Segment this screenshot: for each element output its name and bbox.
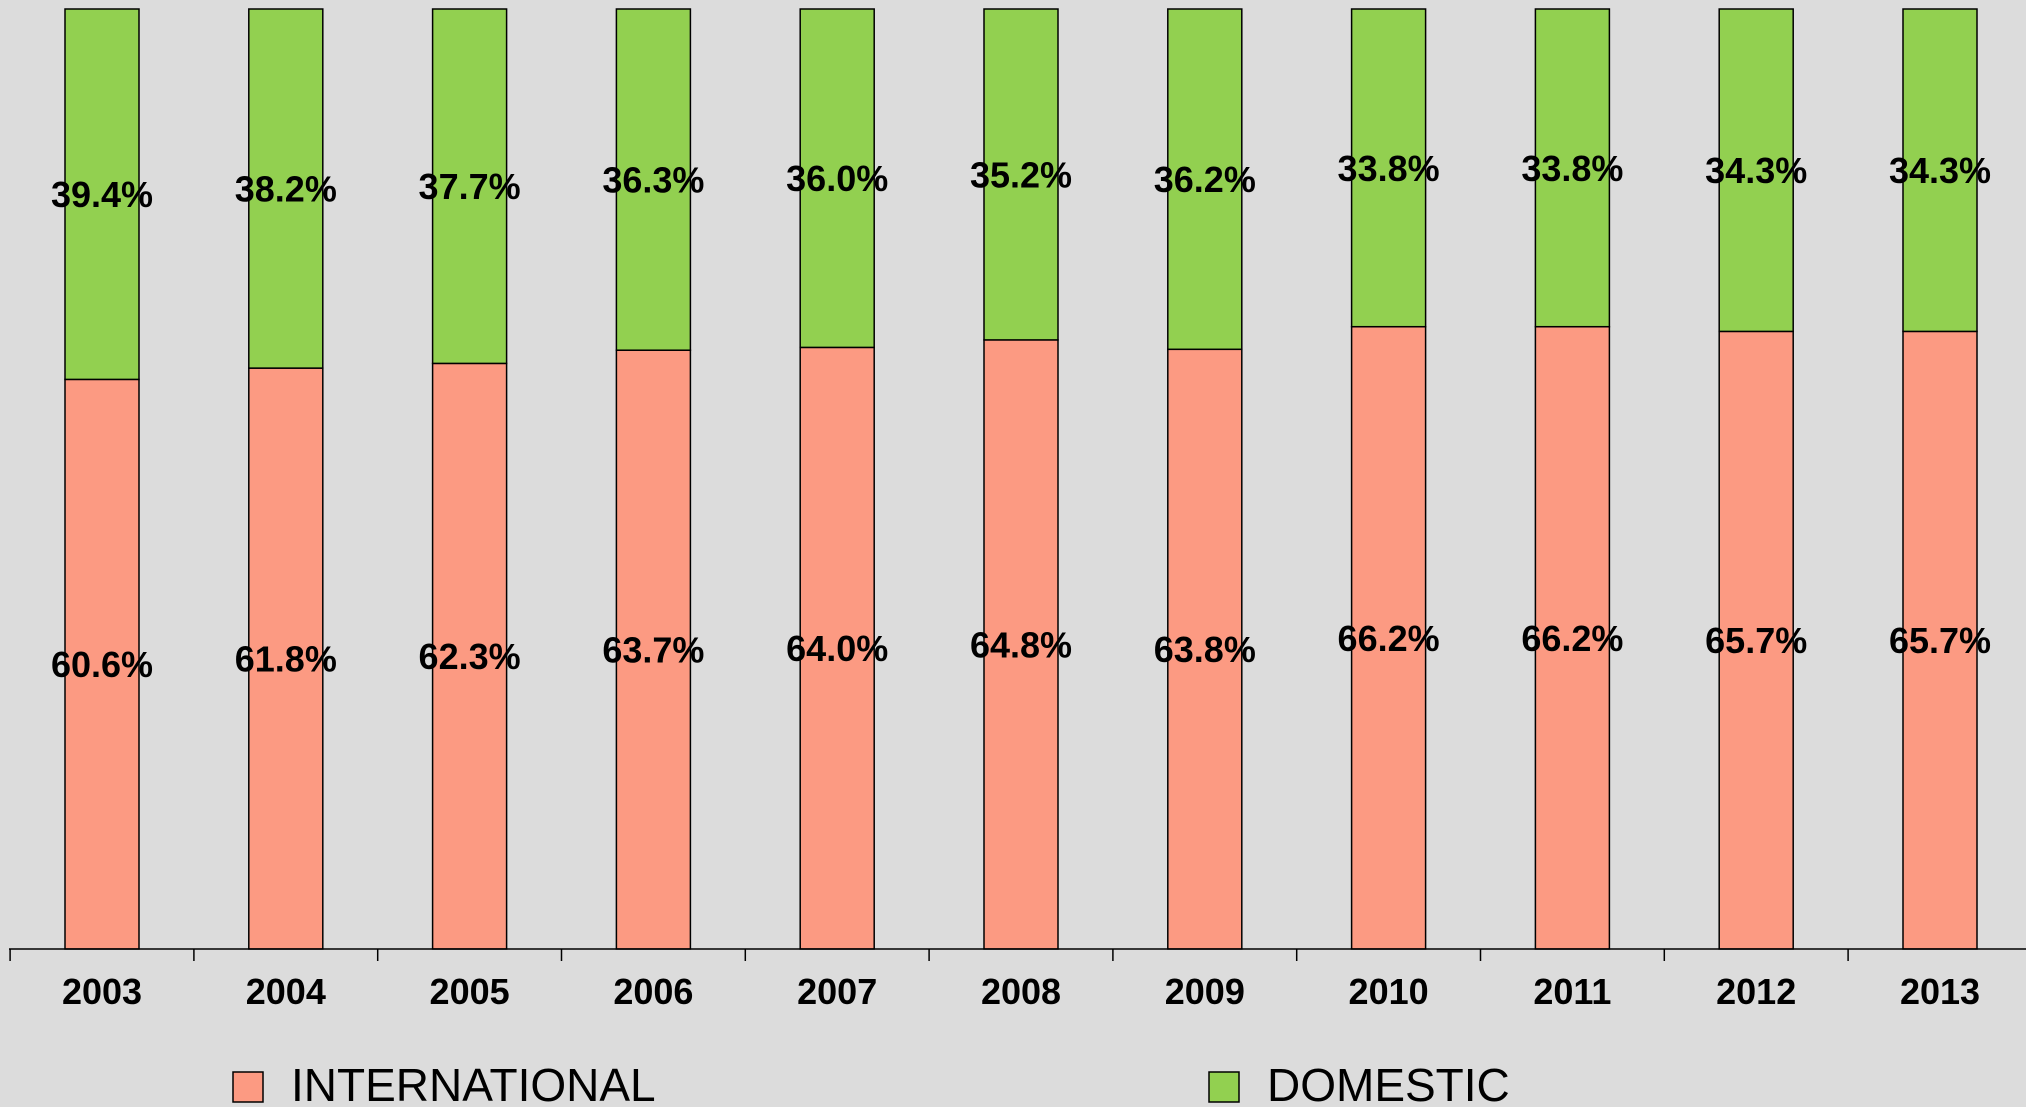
- value-label-domestic-2008: 35.2%: [970, 154, 1072, 195]
- value-label-international-2005: 62.3%: [419, 636, 521, 677]
- value-label-international-2006: 63.7%: [602, 630, 704, 671]
- x-tick-label-2012: 2012: [1716, 971, 1796, 1012]
- legend-swatch-domestic: [1208, 1071, 1240, 1103]
- legend: INTERNATIONAL DOMESTIC: [232, 1059, 1510, 1107]
- x-tick-label-2004: 2004: [246, 971, 326, 1012]
- value-label-domestic-2006: 36.3%: [602, 160, 704, 201]
- value-label-domestic-2013: 34.3%: [1889, 150, 1991, 191]
- value-labels-group: 60.6% 39.4% 61.8% 38.2% 62.3% 37.7% 63.7% 36.3%…: [51, 148, 1991, 685]
- bar-international-2013: [1902, 330, 1978, 950]
- value-label-international-2013: 65.7%: [1889, 620, 1991, 661]
- bar-domestic-2003: [64, 8, 140, 381]
- bar-international-2009: [1167, 348, 1243, 950]
- x-tick-label-2010: 2010: [1349, 971, 1429, 1012]
- value-label-domestic-2004: 38.2%: [235, 169, 337, 210]
- bar-international-2003: [64, 378, 140, 950]
- value-label-domestic-2010: 33.8%: [1338, 148, 1440, 189]
- x-axis: 2003 2004 2005 2006 2007 2008 2009 2010 2011 2012…: [9, 948, 2026, 1012]
- bar-domestic-2010: [1350, 8, 1427, 328]
- value-label-domestic-2009: 36.2%: [1154, 159, 1256, 200]
- bar-international-2008: [983, 339, 1059, 950]
- x-tick-label-2008: 2008: [981, 971, 1061, 1012]
- legend-label-domestic: DOMESTIC: [1267, 1059, 1510, 1107]
- value-label-domestic-2012: 34.3%: [1705, 150, 1807, 191]
- x-tick-label-2005: 2005: [430, 971, 510, 1012]
- legend-swatch-international: [232, 1071, 264, 1103]
- value-label-international-2011: 66.2%: [1521, 618, 1623, 659]
- value-label-international-2008: 64.8%: [970, 624, 1072, 665]
- x-tick-label-2009: 2009: [1165, 971, 1245, 1012]
- bar-domestic-2008: [983, 8, 1059, 341]
- value-label-international-2009: 63.8%: [1154, 629, 1256, 670]
- x-tick-label-2007: 2007: [797, 971, 877, 1012]
- bar-international-2005: [431, 362, 508, 950]
- value-label-domestic-2005: 37.7%: [419, 166, 521, 207]
- x-tick-label-2013: 2013: [1900, 971, 1980, 1012]
- bar-international-2010: [1350, 325, 1427, 950]
- value-label-domestic-2003: 39.4%: [51, 174, 153, 215]
- value-label-international-2012: 65.7%: [1705, 620, 1807, 661]
- legend-label-international: INTERNATIONAL: [291, 1059, 656, 1107]
- bar-domestic-2011: [1534, 8, 1611, 328]
- bar-domestic-2012: [1718, 8, 1794, 333]
- value-label-domestic-2011: 33.8%: [1521, 148, 1623, 189]
- bar-international-2011: [1534, 325, 1611, 950]
- bar-domestic-2007: [799, 8, 875, 349]
- x-tick-label-2003: 2003: [62, 971, 142, 1012]
- bars-group: [64, 8, 1978, 950]
- x-tick-label-2006: 2006: [613, 971, 693, 1012]
- bar-domestic-2004: [248, 8, 324, 369]
- value-label-international-2004: 61.8%: [235, 639, 337, 680]
- bar-domestic-2013: [1902, 8, 1978, 333]
- bar-domestic-2009: [1167, 8, 1243, 351]
- bar-domestic-2006: [615, 8, 692, 351]
- bar-international-2012: [1718, 330, 1794, 950]
- value-label-international-2007: 64.0%: [786, 628, 888, 669]
- value-label-domestic-2007: 36.0%: [786, 158, 888, 199]
- x-tick-label-2011: 2011: [1533, 971, 1611, 1012]
- value-label-international-2010: 66.2%: [1338, 618, 1440, 659]
- bar-domestic-2005: [431, 8, 508, 365]
- value-label-international-2003: 60.6%: [51, 644, 153, 685]
